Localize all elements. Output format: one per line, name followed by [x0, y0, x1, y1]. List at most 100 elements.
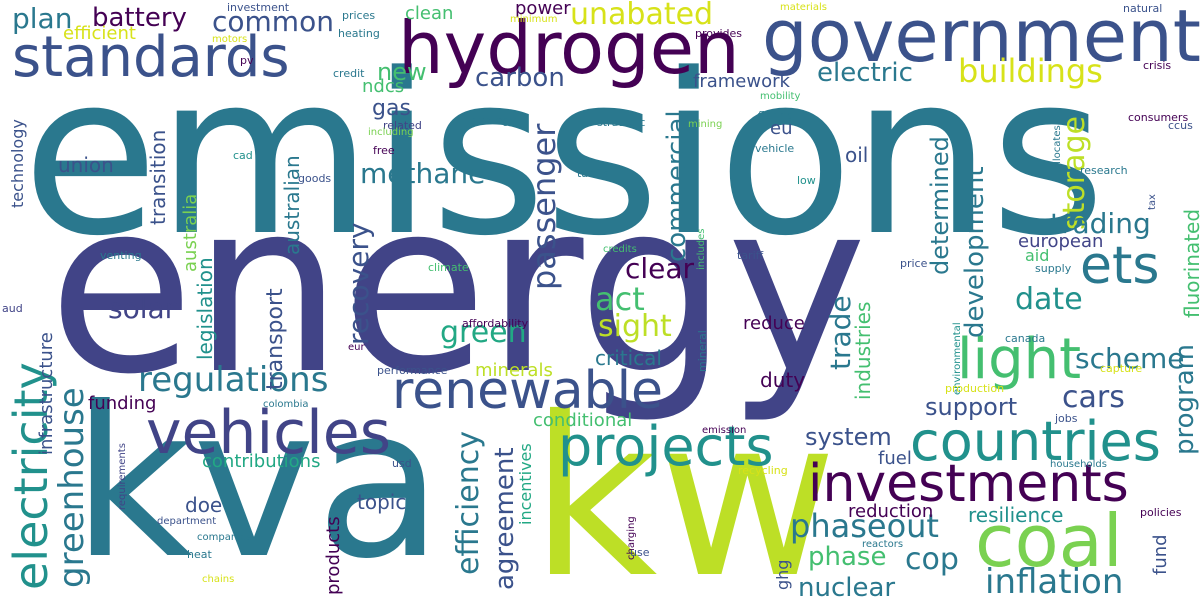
word-conditional: conditional [533, 412, 632, 430]
word-mineral: mineral [697, 330, 708, 372]
word-emission: emission [702, 426, 746, 436]
word-clear: clear [625, 255, 694, 283]
word-goods: goods [298, 173, 331, 184]
word-strategy: strategy [470, 115, 516, 126]
word-transport: transport [265, 288, 287, 390]
word-use: use [630, 547, 649, 558]
word-unabated: unabated [570, 0, 713, 30]
word-low: low [797, 175, 816, 186]
word-support: support [925, 395, 1017, 419]
word-free: free [373, 145, 395, 156]
word-performance: performance [377, 365, 447, 376]
word-greenhouse: greenhouse [55, 387, 89, 588]
word-research: research [1080, 165, 1128, 176]
word-climate: climate [428, 262, 469, 273]
word-recovery: recovery [345, 222, 373, 345]
word-fuel: fuel [878, 450, 912, 468]
word-credit: credit [333, 68, 364, 79]
word-tariff: tariff [737, 250, 763, 261]
word-solar: solar [108, 295, 176, 323]
word-resilience: resilience [968, 505, 1063, 525]
word-program: program [1172, 344, 1198, 455]
word-cars: cars [1062, 383, 1125, 413]
word-credits: credits [603, 245, 637, 255]
word-industries: industries [853, 302, 873, 400]
word-allocates: allocates [1053, 125, 1063, 170]
word-jobs: jobs [1055, 413, 1078, 424]
word-minimum: minimum [510, 15, 557, 25]
word-inflation: inflation [985, 565, 1123, 599]
word-motors: motors [212, 35, 247, 45]
word-mobility: mobility [760, 92, 800, 102]
word-regulations: regulations [138, 363, 328, 397]
word-flaring: flaring [758, 110, 793, 121]
word-incentives: incentives [518, 443, 534, 525]
word-technology: technology [10, 119, 26, 208]
word-contributions: contributions [202, 453, 320, 471]
word-nuclear: nuclear [798, 575, 895, 600]
word-date: date [1015, 285, 1083, 315]
word-chains: chains [202, 575, 234, 585]
word-provides: provides [695, 28, 742, 39]
word-materials: materials [780, 3, 827, 13]
word-duty: duty [760, 370, 805, 390]
word-tariffs: tariffs [577, 168, 609, 179]
word-colombia: colombia [263, 400, 309, 410]
word-eur: eur [348, 343, 365, 353]
word-topic: topic [357, 492, 406, 512]
word-sight: sight [598, 312, 672, 342]
word-includes: includes [697, 229, 707, 270]
word-production: production [945, 383, 1004, 394]
word-reduction: reduction [848, 503, 933, 521]
word-reduce: reduce [743, 315, 805, 333]
word-supply: supply [1035, 263, 1071, 274]
word-pv: pv [240, 55, 254, 66]
word-price: price [900, 258, 927, 269]
word-crisis: crisis [1143, 60, 1171, 71]
word-heat: heat [187, 549, 212, 560]
word-gas: gas [372, 98, 411, 120]
word-framework: framework [693, 73, 790, 91]
word-australia: australia [182, 194, 200, 272]
word-fund: fund [1152, 534, 1170, 575]
word-efficient: efficient [63, 25, 136, 43]
word-ghg: ghg [775, 560, 791, 590]
word-minerals: minerals [475, 362, 553, 380]
word-households: households [1050, 460, 1107, 470]
word-methane: methane [360, 160, 485, 188]
word-eu: eu [770, 120, 792, 138]
word-recycling: recycling [738, 465, 788, 476]
word-australian: australian [282, 155, 302, 255]
word-products: products [325, 516, 343, 595]
word-commercial: commercial [664, 110, 690, 262]
word-tax: tax [1148, 194, 1158, 210]
word-critical: critical [595, 348, 662, 368]
word-including: including [368, 128, 414, 138]
word-investment: investment [227, 2, 289, 13]
word-transition: transition [148, 130, 168, 225]
word-buildings: buildings [958, 55, 1103, 87]
word-prices: prices [342, 10, 375, 21]
word-oil: oil [845, 145, 868, 165]
word-canada: canada [1005, 333, 1045, 344]
word-mining: mining [688, 120, 722, 130]
word-usd: usd [392, 458, 412, 469]
word-ndcs: ndcs [362, 78, 404, 96]
word-cop: cop [905, 545, 959, 575]
word-infrastructure: infrastructure [38, 332, 56, 455]
word-system: system [805, 425, 892, 449]
word-companies: companies [197, 533, 251, 543]
word-policies: policies [1140, 507, 1181, 518]
word-natural: natural [1123, 3, 1162, 14]
word-requirements: requirements [118, 443, 128, 510]
word-doe: doe [185, 495, 222, 515]
word-aud: aud [2, 303, 23, 314]
word-carbon: carbon [475, 65, 565, 91]
word-ccus: ccus [1168, 120, 1193, 131]
word-affordability: affordability [462, 318, 528, 329]
word-development: development [962, 166, 988, 338]
word-venting: venting [100, 250, 142, 261]
word-clean: clean [405, 5, 453, 23]
word-efficiency: efficiency [454, 431, 484, 575]
